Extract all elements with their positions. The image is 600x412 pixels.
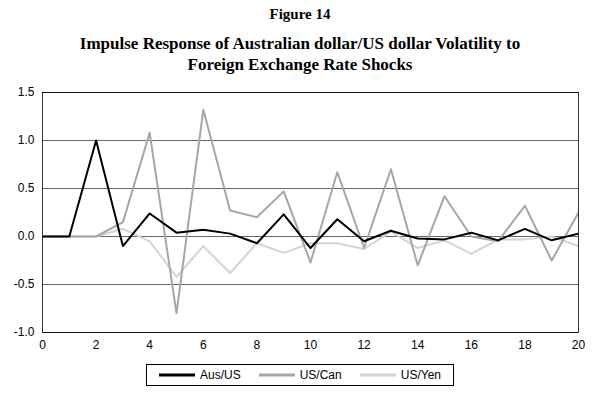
html-text:Aus/US: Aus/US [200,367,241,382]
svg-text:4: 4 [146,338,153,352]
svg-text:0: 0 [39,338,46,352]
svg-text:8: 8 [254,338,261,352]
svg-text:14: 14 [411,338,425,352]
svg-text:1.0: 1.0 [18,133,35,147]
svg-text:0.0: 0.0 [18,229,35,243]
svg-text:6: 6 [200,338,207,352]
svg-text:0.5: 0.5 [18,181,35,195]
svg-text:10: 10 [304,338,318,352]
svg-text:20: 20 [572,338,586,352]
svg-text:18: 18 [518,338,532,352]
svg-text:12: 12 [357,338,371,352]
html-text:US/Can: US/Can [299,367,342,382]
svg-text:16: 16 [465,338,479,352]
svg-text:2: 2 [93,338,100,352]
svg-text:1.5: 1.5 [18,85,35,99]
svg-text:-1.0: -1.0 [14,325,35,339]
html-text:US/Yen: US/Yen [400,367,441,382]
svg-text:-0.5: -0.5 [14,277,35,291]
html-text:Impulse Response of Australian: Impulse Response of Australian dollar/US… [79,34,521,75]
html-text:Figure 14: Figure 14 [269,6,331,22]
